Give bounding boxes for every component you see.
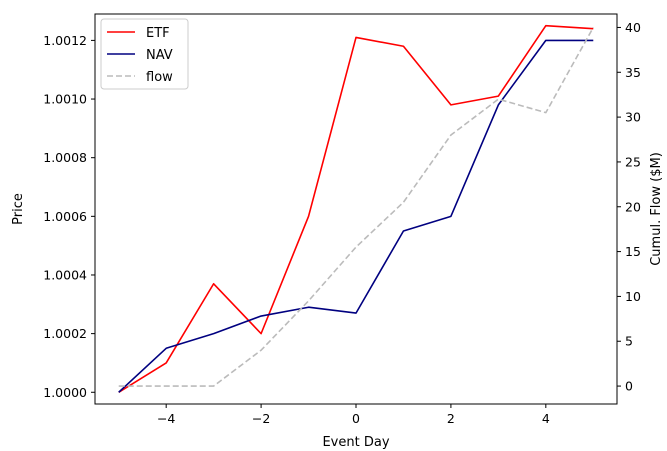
- x-tick-label: −2: [252, 411, 270, 426]
- y2-tick-label: 20: [625, 199, 641, 214]
- y-axis-left: 1.0000 1.0002 1.0004 1.0006 1.0008 1.0010 1.00…: [43, 33, 95, 400]
- legend-label-etf: ETF: [146, 26, 170, 41]
- legend-box: [100, 18, 189, 90]
- y-tick-label: 1.0000: [43, 385, 87, 400]
- y2-axis-label: Cumul. Flow ($M): [649, 152, 664, 266]
- series-layer: [118, 24, 594, 393]
- y-tick-label: 1.0008: [43, 150, 87, 165]
- y2-tick-label: 35: [625, 65, 641, 80]
- x-tick-label: 0: [352, 411, 360, 426]
- legend-label-flow: flow: [146, 70, 173, 85]
- y2-tick-label: 10: [625, 289, 641, 304]
- legend: ETF NAV flow: [100, 18, 189, 90]
- y2-tick-label: 25: [625, 154, 641, 169]
- y-tick-label: 1.0010: [43, 92, 87, 107]
- y2-tick-label: 30: [625, 110, 641, 125]
- y-tick-label: 1.0006: [43, 209, 87, 224]
- y2-tick-label: 15: [625, 244, 641, 259]
- x-axis-label: Event Day: [322, 435, 389, 450]
- y-tick-label: 1.0004: [43, 267, 87, 282]
- y2-tick-label: 40: [625, 20, 641, 35]
- y-tick-label: 1.0012: [43, 33, 87, 48]
- y2-tick-label: 0: [625, 379, 633, 394]
- legend-label-nav: NAV: [146, 48, 173, 63]
- y-axis-label: Price: [11, 193, 26, 225]
- y-tick-label: 1.0002: [43, 326, 87, 341]
- y-axis-right: 0 5 10 15 20 25 30 35 40: [617, 20, 641, 394]
- series-line-flow: [118, 27, 594, 387]
- y2-tick-label: 5: [625, 334, 633, 349]
- series-line-nav: [118, 39, 594, 393]
- series-line-etf: [118, 24, 594, 393]
- x-axis: −4 −2 0 2 4: [157, 404, 550, 426]
- x-tick-label: −4: [157, 411, 175, 426]
- x-tick-label: 4: [542, 411, 550, 426]
- x-tick-label: 2: [447, 411, 455, 426]
